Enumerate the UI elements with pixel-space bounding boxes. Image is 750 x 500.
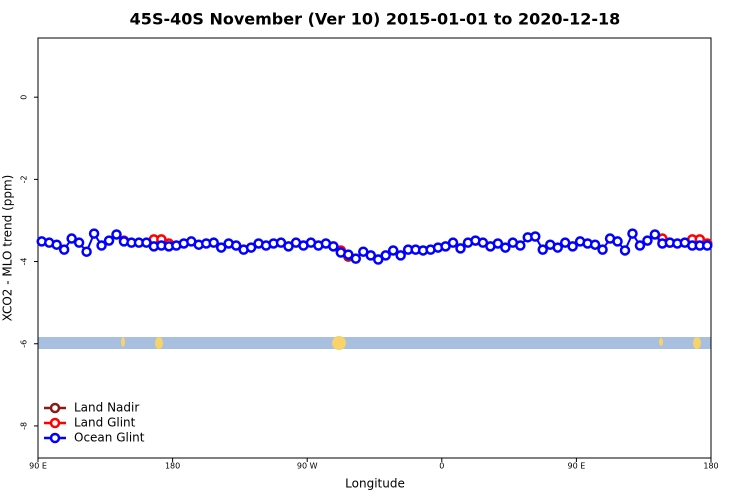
x-tick-label: 180 (703, 462, 718, 471)
data-point (103, 235, 115, 246)
data-point (208, 237, 219, 248)
legend-marker (49, 402, 61, 414)
data-point (447, 237, 459, 248)
data-point (81, 246, 92, 257)
data-point (597, 244, 608, 255)
y-tick-label: -2 (20, 175, 29, 183)
legend-label: Ocean Glint (74, 431, 145, 445)
ocean-band (38, 337, 711, 349)
data-point (619, 245, 631, 256)
land-blob (659, 338, 663, 346)
land-blob (693, 337, 701, 349)
y-tick-label: -6 (20, 340, 29, 348)
chart-title: 45S-40S November (Ver 10) 2015-01-01 to … (130, 10, 621, 29)
data-point (455, 243, 466, 254)
data-point (627, 228, 638, 239)
data-point (73, 237, 85, 248)
data-point (96, 240, 107, 251)
data-point (530, 231, 541, 242)
data-point (51, 239, 62, 250)
data-point (350, 253, 362, 264)
land-blob (121, 337, 125, 347)
data-point (634, 240, 646, 251)
legend-marker (49, 432, 61, 444)
data-point (380, 250, 391, 261)
data-point (230, 240, 242, 251)
plot-frame (37, 37, 712, 459)
land-blob (332, 336, 346, 350)
data-point (395, 250, 406, 261)
y-axis-label: XCO2 - MLO trend (ppm) (1, 175, 15, 322)
legend-label: Land Glint (74, 416, 136, 430)
data-point (365, 250, 377, 261)
x-axis-label: Longitude (345, 477, 405, 491)
data-point (515, 240, 526, 251)
data-point (537, 244, 548, 255)
x-tick-label: 90 E (29, 462, 47, 471)
x-tick-label: 0 (439, 462, 444, 471)
x-tick-label: 180 (165, 462, 180, 471)
data-point (589, 239, 601, 250)
data-point (552, 242, 563, 253)
x-tick-label: 90 E (568, 462, 586, 471)
data-point (245, 242, 257, 253)
data-point (612, 236, 623, 247)
y-tick-label: -4 (20, 258, 29, 266)
land-mask-band (38, 336, 711, 350)
data-point (387, 245, 399, 256)
data-point (328, 241, 339, 252)
legend-marker (49, 417, 61, 429)
data-point (215, 242, 227, 253)
data-point (111, 229, 122, 240)
data-point (372, 254, 384, 265)
data-point (642, 235, 653, 246)
data-point (702, 240, 713, 251)
data-point (649, 229, 661, 240)
data-point (343, 249, 354, 260)
legend-label: Land Nadir (74, 401, 139, 415)
data-point (88, 228, 100, 239)
y-tick-label: -8 (20, 422, 29, 430)
data-point (66, 233, 77, 244)
x-tick-label: 90 W (297, 462, 318, 471)
y-tick-label: 0 (20, 95, 29, 100)
data-point (567, 241, 578, 252)
series (36, 228, 713, 265)
data-point (58, 244, 70, 255)
data-point (492, 238, 504, 249)
data-point (500, 242, 511, 253)
land-blob (155, 337, 163, 349)
